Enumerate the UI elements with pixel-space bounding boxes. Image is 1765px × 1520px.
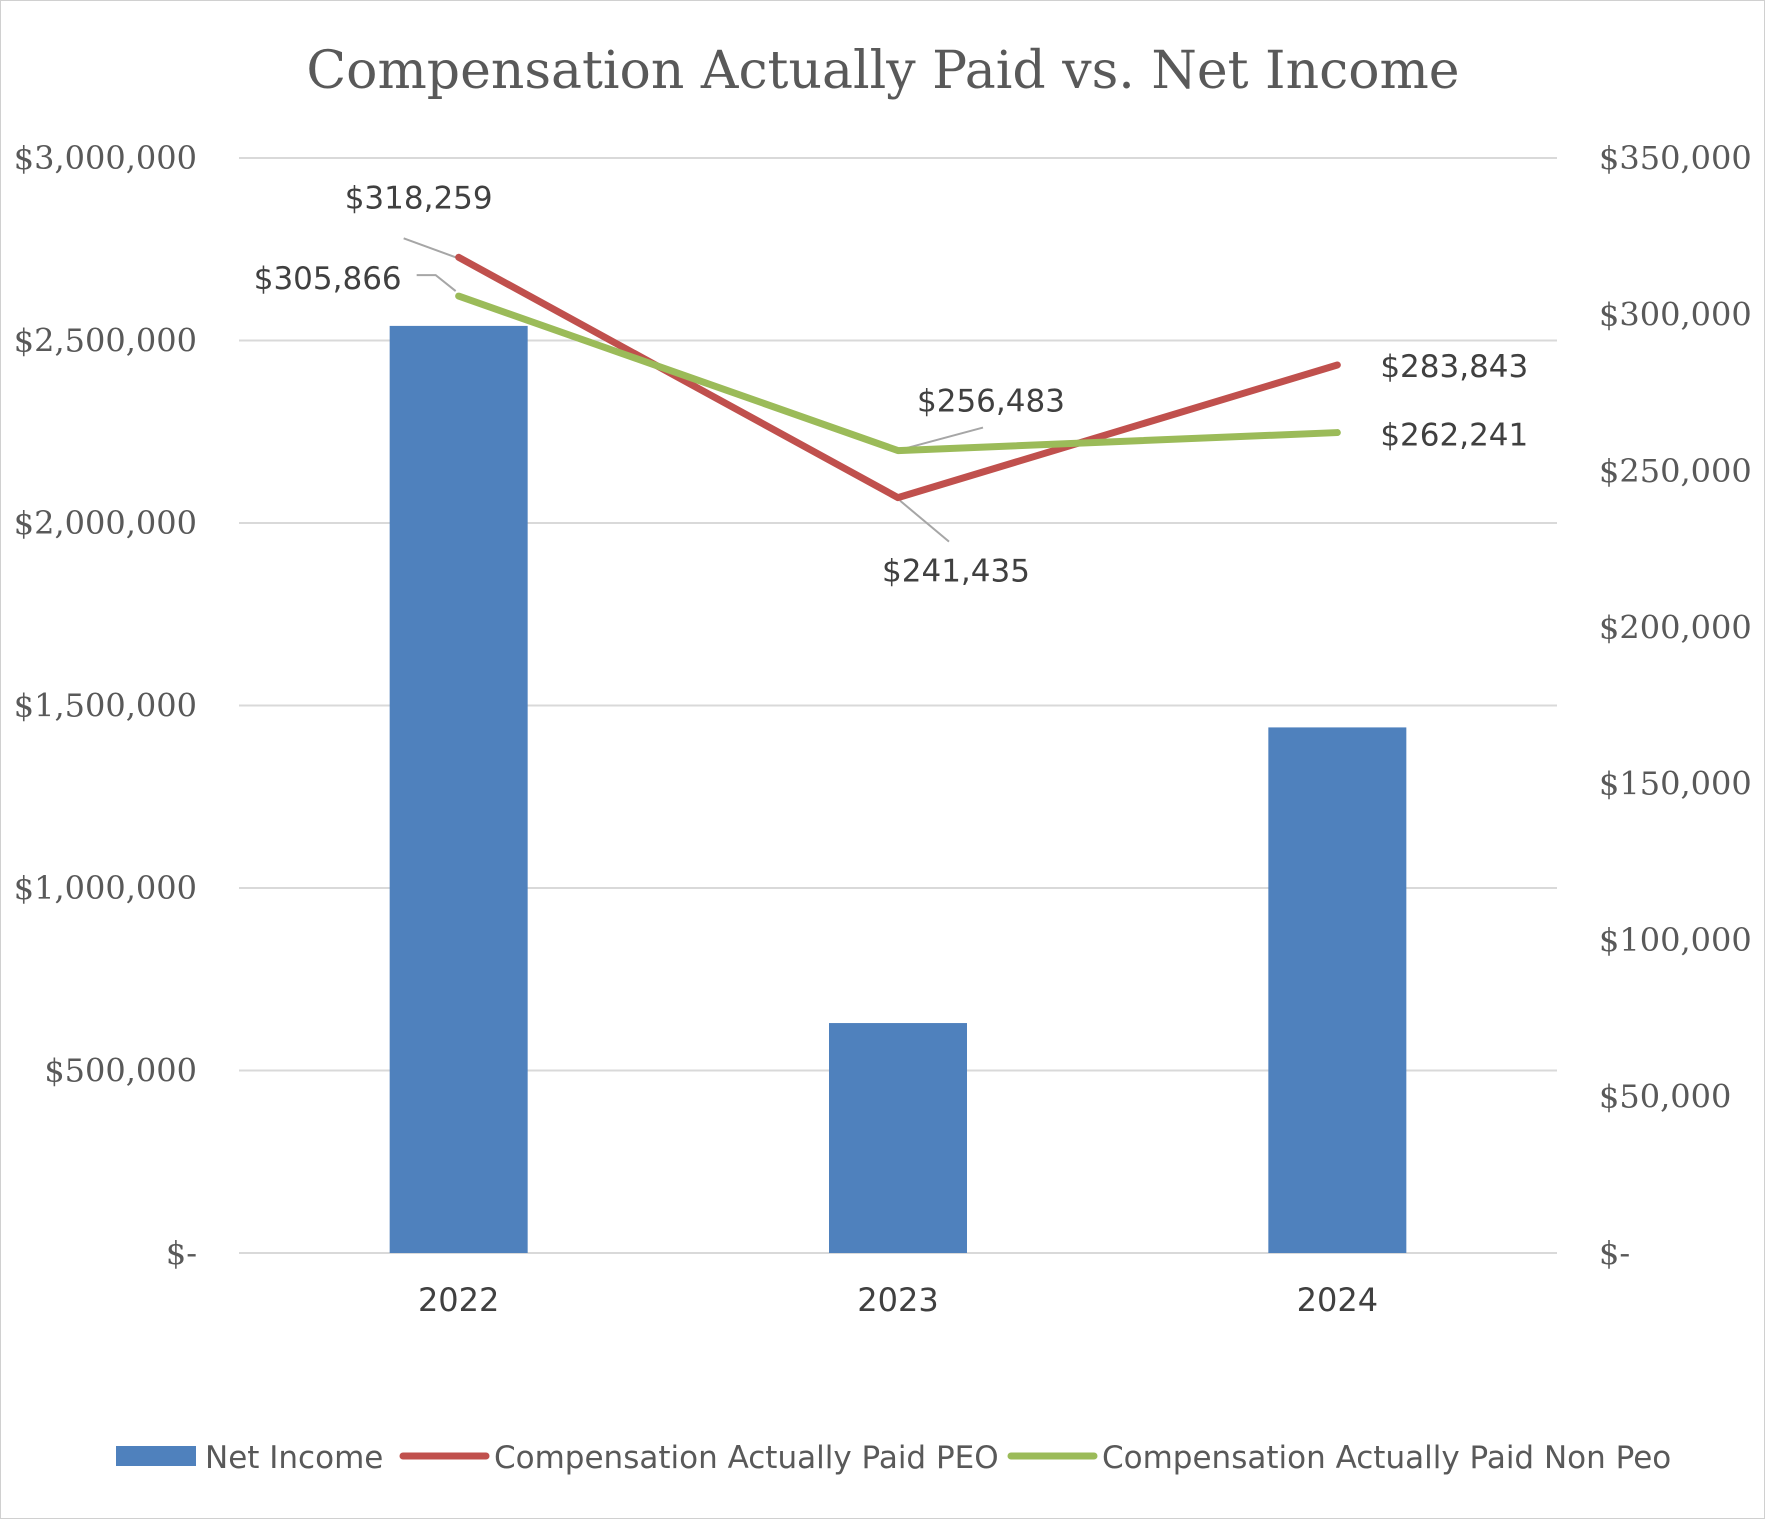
net-income-bar: [389, 325, 528, 1253]
right-tick-label: $300,000: [1599, 295, 1752, 333]
left-tick-label: $3,000,000: [14, 139, 197, 177]
right-tick-label: $250,000: [1599, 452, 1752, 490]
left-tick-label: $-: [166, 1234, 197, 1272]
leader-line: [899, 499, 950, 543]
right-tick-label: $150,000: [1599, 765, 1752, 803]
leader-line: [900, 426, 984, 451]
non-peo-data-label: $305,866: [254, 261, 402, 297]
non-peo-data-label: $262,241: [1380, 418, 1528, 454]
right-tick-label: $-: [1599, 1234, 1630, 1272]
chart-title: Compensation Actually Paid vs. Net Incom…: [306, 41, 1459, 101]
x-tick-label: 2024: [1297, 1281, 1378, 1319]
left-tick-label: $1,000,000: [14, 869, 197, 907]
left-tick-label: $2,000,000: [14, 504, 197, 542]
non-peo-compensation-line: [455, 292, 1341, 455]
compensation-lines: [455, 253, 1341, 502]
left-tick-label: $500,000: [44, 1052, 197, 1090]
label-leader-lines: [403, 237, 984, 543]
data-labels: $318,259 $241,435 $283,843 $305,866 $256,483…: [254, 180, 1529, 589]
x-tick-label: 2023: [857, 1281, 938, 1319]
net-income-bar: [829, 1023, 967, 1253]
net-income-bars: [389, 325, 1407, 1253]
peo-compensation-line: [455, 253, 1341, 502]
legend-non-peo-label: Compensation Actually Paid Non Peo: [1102, 1440, 1671, 1476]
left-y-axis: $- $500,000 $1,000,000 $1,500,000 $2,000,000…: [14, 139, 197, 1272]
peo-data-label: $241,435: [882, 554, 1030, 590]
x-tick-label: 2022: [418, 1281, 499, 1319]
legend-net-income-swatch: [116, 1446, 196, 1466]
peo-data-label: $318,259: [345, 180, 493, 216]
right-tick-label: $100,000: [1599, 921, 1752, 959]
net-income-bar: [1268, 727, 1407, 1253]
right-tick-label: $200,000: [1599, 608, 1752, 646]
legend: Net Income Compensation Actually Paid PEO…: [116, 1440, 1671, 1476]
right-y-axis: $- $50,000 $100,000 $150,000 $200,000 $250,00…: [1599, 139, 1752, 1272]
leader-line: [403, 237, 457, 259]
x-axis: 2022 2023 2024: [418, 1281, 1378, 1319]
leader-line: [416, 274, 457, 292]
left-tick-label: $1,500,000: [14, 687, 197, 725]
peo-data-label: $283,843: [1380, 349, 1528, 385]
left-tick-label: $2,500,000: [14, 322, 197, 360]
right-tick-label: $50,000: [1599, 1078, 1731, 1116]
legend-net-income-label: Net Income: [205, 1440, 383, 1476]
legend-peo-label: Compensation Actually Paid PEO: [494, 1440, 999, 1476]
non-peo-data-label: $256,483: [917, 384, 1065, 420]
right-tick-label: $350,000: [1599, 139, 1752, 177]
